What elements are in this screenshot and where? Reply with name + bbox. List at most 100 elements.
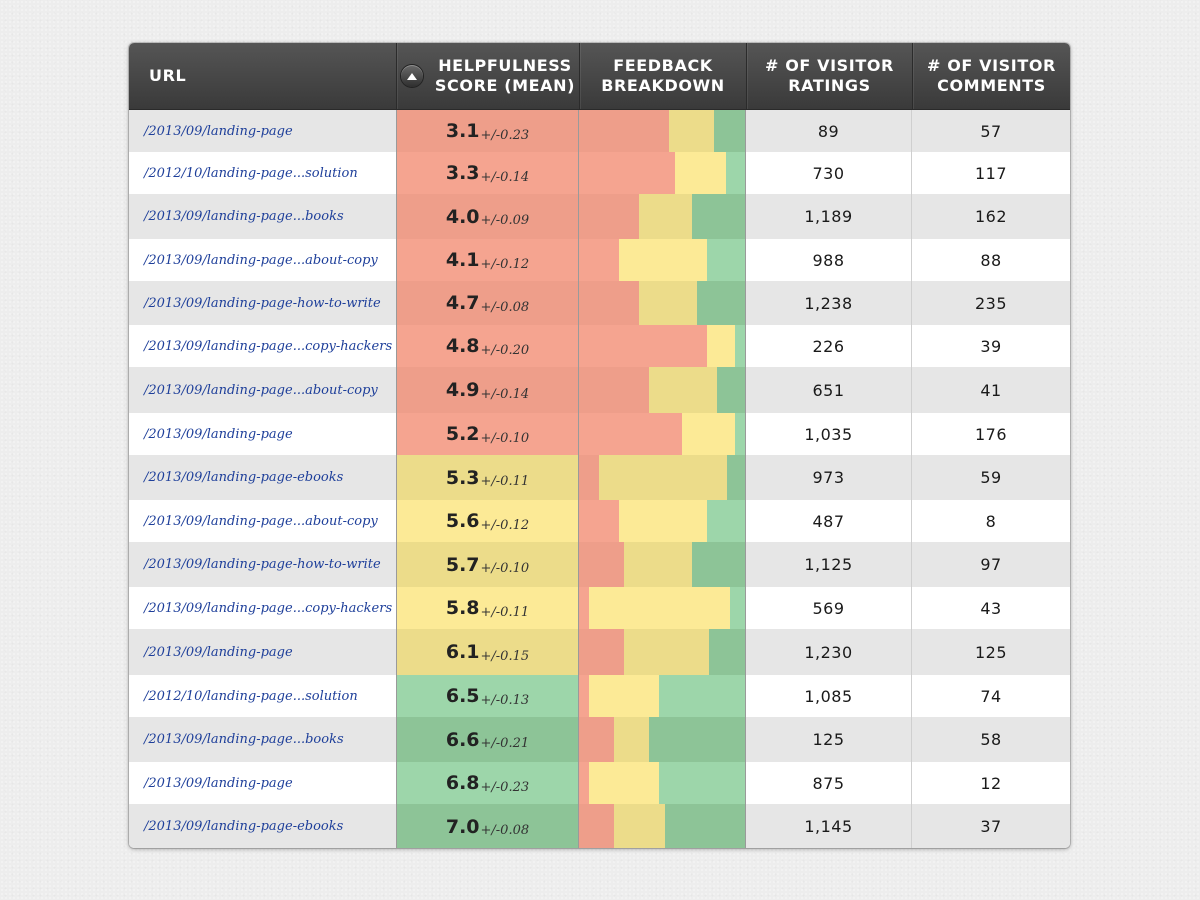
feedback-neutral-segment (614, 804, 665, 848)
url-link[interactable]: /2013/09/landing-page...books (129, 717, 396, 762)
url-link[interactable]: /2013/09/landing-page...copy-hackers (129, 587, 396, 629)
feedback-positive-segment (659, 675, 745, 717)
score-error: +/-0.08 (480, 823, 530, 838)
feedback-breakdown-bar (579, 413, 746, 455)
url-link[interactable]: /2013/09/landing-page (129, 629, 396, 675)
header-feedback-breakdown[interactable]: FEEDBACK BREAKDOWN (579, 43, 746, 109)
visitor-ratings-count: 875 (746, 762, 912, 804)
feedback-positive-segment (717, 367, 745, 413)
table-row: /2013/09/landing-page...books 4.0 +/-0.09 1… (129, 194, 1070, 239)
table-row: /2013/09/landing-page...about-copy 4.9 +/-… (129, 367, 1070, 413)
score-mean: 3.1 (445, 120, 480, 142)
helpfulness-score: 7.0 +/-0.08 (396, 804, 579, 848)
url-link[interactable]: /2013/09/landing-page...about-copy (129, 367, 396, 413)
url-link[interactable]: /2013/09/landing-page-ebooks (129, 455, 396, 500)
score-mean: 5.7 (445, 553, 480, 576)
feedback-breakdown-bar (579, 194, 746, 239)
score-error: +/-0.23 (480, 127, 530, 143)
header-ratings-line2: RATINGS (788, 76, 871, 95)
url-link[interactable]: /2013/09/landing-page...about-copy (129, 239, 396, 281)
feedback-neutral-segment (599, 455, 727, 500)
table-row: /2013/09/landing-page...books 6.6 +/-0.21 1… (129, 717, 1070, 762)
score-mean: 4.8 (445, 335, 480, 357)
header-url[interactable]: URL (129, 43, 396, 109)
url-link[interactable]: /2013/09/landing-page-how-to-write (129, 281, 396, 325)
feedback-breakdown-bar (579, 455, 746, 500)
score-error: +/-0.13 (480, 692, 530, 708)
feedback-negative-segment (579, 239, 619, 281)
feedback-neutral-segment (639, 194, 692, 239)
feedback-neutral-segment (614, 717, 649, 762)
feedback-breakdown-bar (579, 629, 746, 675)
feedback-positive-segment (649, 717, 745, 762)
url-link[interactable]: /2013/09/landing-page-how-to-write (129, 542, 396, 587)
feedback-neutral-segment (675, 152, 726, 194)
url-link[interactable]: /2013/09/landing-page-ebooks (129, 804, 396, 848)
header-visitor-comments[interactable]: # OF VISITOR COMMENTS (912, 43, 1070, 109)
header-feedback-line2: BREAKDOWN (601, 76, 725, 95)
feedback-negative-segment (579, 675, 589, 717)
score-mean: 6.8 (445, 772, 480, 794)
feedback-negative-segment (579, 152, 675, 194)
table-row: /2013/09/landing-page...copy-hackers 4.8 +… (129, 325, 1070, 367)
visitor-comments-count: 57 (912, 110, 1070, 152)
feedback-positive-segment (735, 413, 745, 455)
feedback-breakdown-bar (579, 500, 746, 542)
visitor-comments-count: 43 (912, 587, 1070, 629)
visitor-ratings-count: 569 (746, 587, 912, 629)
feedback-neutral-segment (589, 762, 659, 804)
url-link[interactable]: /2013/09/landing-page (129, 762, 396, 804)
score-mean: 5.2 (445, 423, 480, 445)
url-link[interactable]: /2013/09/landing-page...books (129, 194, 396, 239)
helpfulness-score: 5.7 +/-0.10 (396, 542, 579, 587)
table-header: URL HELPFULNESS SCORE (MEAN) FEEDBACK BR… (129, 43, 1070, 110)
score-mean: 4.7 (445, 292, 480, 314)
visitor-comments-count: 235 (912, 281, 1070, 325)
score-mean: 4.9 (445, 379, 480, 401)
table-row: /2013/09/landing-page-how-to-write 4.7 +/-… (129, 281, 1070, 325)
score-error: +/-0.10 (480, 430, 530, 446)
feedback-positive-segment (707, 500, 745, 542)
header-visitor-ratings[interactable]: # OF VISITOR RATINGS (746, 43, 912, 109)
helpfulness-score: 6.5 +/-0.13 (396, 675, 579, 717)
score-mean: 7.0 (445, 815, 480, 838)
visitor-ratings-count: 125 (746, 717, 912, 762)
table-row: /2013/09/landing-page 6.8 +/-0.23 875 12 (129, 762, 1070, 804)
feedback-neutral-segment (639, 281, 697, 325)
header-ratings-line1: # OF VISITOR (765, 56, 894, 75)
feedback-positive-segment (730, 587, 745, 629)
feedback-negative-segment (579, 413, 682, 455)
feedback-negative-segment (579, 500, 619, 542)
feedback-breakdown-bar (579, 281, 746, 325)
feedback-neutral-segment (649, 367, 717, 413)
visitor-comments-count: 74 (912, 675, 1070, 717)
score-error: +/-0.15 (480, 648, 530, 664)
score-error: +/-0.23 (480, 779, 530, 795)
visitor-comments-count: 8 (912, 500, 1070, 542)
table-row: /2012/10/landing-page...solution 3.3 +/-0.… (129, 152, 1070, 194)
feedback-negative-segment (579, 629, 624, 675)
helpfulness-table: URL HELPFULNESS SCORE (MEAN) FEEDBACK BR… (129, 43, 1070, 848)
feedback-positive-segment (692, 542, 745, 587)
feedback-positive-segment (707, 239, 745, 281)
feedback-breakdown-bar (579, 675, 746, 717)
header-helpfulness-score[interactable]: HELPFULNESS SCORE (MEAN) (396, 43, 579, 109)
score-error: +/-0.11 (480, 474, 530, 489)
score-mean: 5.3 (445, 466, 480, 489)
url-link[interactable]: /2012/10/landing-page...solution (129, 152, 396, 194)
feedback-neutral-segment (589, 587, 730, 629)
feedback-positive-segment (692, 194, 745, 239)
score-error: +/-0.12 (480, 256, 530, 272)
sort-up-icon[interactable] (400, 65, 423, 87)
score-mean: 6.5 (445, 685, 480, 707)
feedback-negative-segment (579, 110, 669, 152)
url-link[interactable]: /2013/09/landing-page...copy-hackers (129, 325, 396, 367)
score-error: +/-0.14 (480, 169, 530, 185)
url-link[interactable]: /2013/09/landing-page (129, 110, 396, 152)
visitor-comments-count: 88 (912, 239, 1070, 281)
feedback-negative-segment (579, 804, 614, 848)
url-link[interactable]: /2012/10/landing-page...solution (129, 675, 396, 717)
url-link[interactable]: /2013/09/landing-page (129, 413, 396, 455)
score-error: +/-0.14 (480, 386, 530, 402)
url-link[interactable]: /2013/09/landing-page...about-copy (129, 500, 396, 542)
